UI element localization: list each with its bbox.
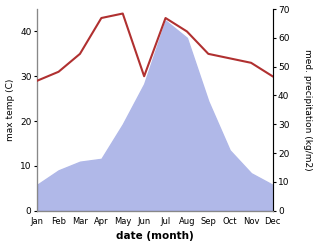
X-axis label: date (month): date (month): [116, 231, 194, 242]
Y-axis label: max temp (C): max temp (C): [5, 79, 15, 141]
Y-axis label: med. precipitation (kg/m2): med. precipitation (kg/m2): [303, 49, 313, 171]
